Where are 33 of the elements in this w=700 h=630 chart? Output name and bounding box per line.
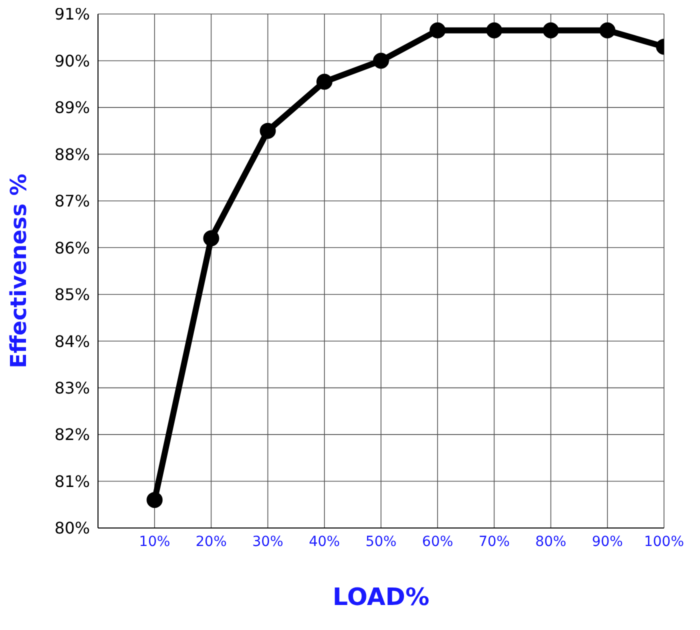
- point: [430, 22, 446, 38]
- x-axis-title: LOAD%: [332, 583, 430, 611]
- point: [316, 74, 332, 90]
- point: [542, 22, 559, 38]
- x-tick-label: 100%: [644, 534, 684, 550]
- x-tick-label: 30%: [252, 534, 284, 550]
- x-tick-label: 60%: [422, 534, 454, 550]
- y-tick-label: 86%: [54, 238, 90, 258]
- x-tick-label: 20%: [196, 534, 227, 550]
- point: [260, 122, 276, 139]
- y-tick-label: 84%: [54, 332, 90, 351]
- x-tick-label: 10%: [139, 534, 170, 550]
- x-tick-label: 70%: [478, 534, 510, 550]
- x-tick-label: 40%: [308, 534, 340, 550]
- point: [599, 22, 616, 38]
- y-tick-label: 87%: [54, 192, 90, 211]
- y-tick-label: 82%: [54, 425, 90, 444]
- y-tick-label: 81%: [54, 472, 90, 491]
- y-tick-label: 89%: [54, 98, 90, 118]
- y-tick-label: 88%: [54, 144, 90, 164]
- y-tick-label: 85%: [54, 285, 90, 304]
- y-axis-title: Effectiveness %: [6, 174, 32, 368]
- y-tick-label: 83%: [54, 378, 90, 398]
- point: [373, 52, 389, 69]
- x-tick-label: 90%: [592, 534, 623, 550]
- y-tick-label: 90%: [54, 51, 90, 70]
- x-tick-label: 80%: [535, 534, 566, 550]
- point: [146, 492, 163, 508]
- point: [203, 230, 220, 246]
- y-tick-label: 91%: [54, 4, 90, 24]
- point: [486, 22, 502, 38]
- x-tick-label: 50%: [365, 534, 397, 550]
- y-tick-label: 80%: [54, 518, 90, 538]
